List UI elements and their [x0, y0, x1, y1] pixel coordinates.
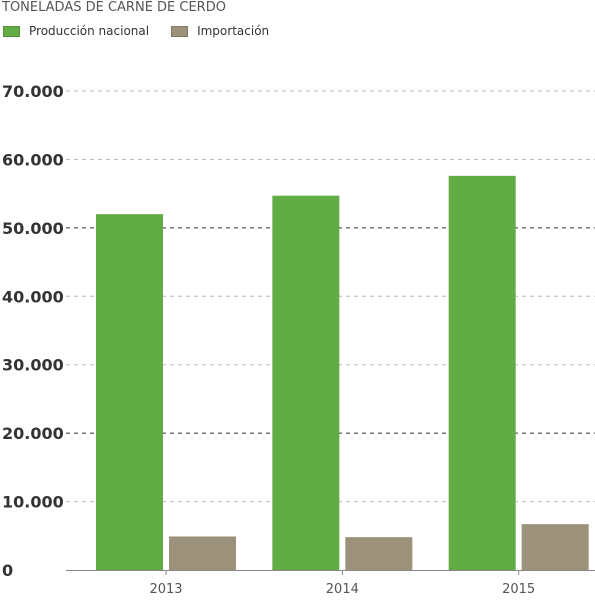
y-tick-label: 50.000 [2, 219, 64, 238]
x-tick-label: 2013 [149, 582, 182, 597]
bar-produccion-2014 [272, 196, 339, 570]
bars [96, 176, 589, 570]
y-tick-label: 40.000 [2, 287, 64, 306]
y-axis-ticks: 0 10.000 20.000 30.000 40.000 50.000 60.000 70.… [2, 82, 64, 580]
bar-produccion-2015 [449, 176, 516, 570]
y-tick-label: 70.000 [2, 82, 64, 101]
bar-importacion-2015 [522, 524, 589, 570]
y-tick-label: 0 [2, 561, 13, 580]
bar-importacion-2014 [345, 537, 412, 570]
x-axis-ticks: 2013 2014 2015 [149, 570, 535, 597]
x-tick-label: 2015 [502, 582, 535, 597]
y-tick-label: 30.000 [2, 356, 64, 375]
y-tick-label: 60.000 [2, 150, 64, 169]
bar-produccion-2013 [96, 214, 163, 570]
bar-importacion-2013 [169, 536, 236, 570]
y-tick-label: 20.000 [2, 424, 64, 443]
y-tick-label: 10.000 [2, 493, 64, 512]
x-tick-label: 2014 [326, 582, 359, 597]
